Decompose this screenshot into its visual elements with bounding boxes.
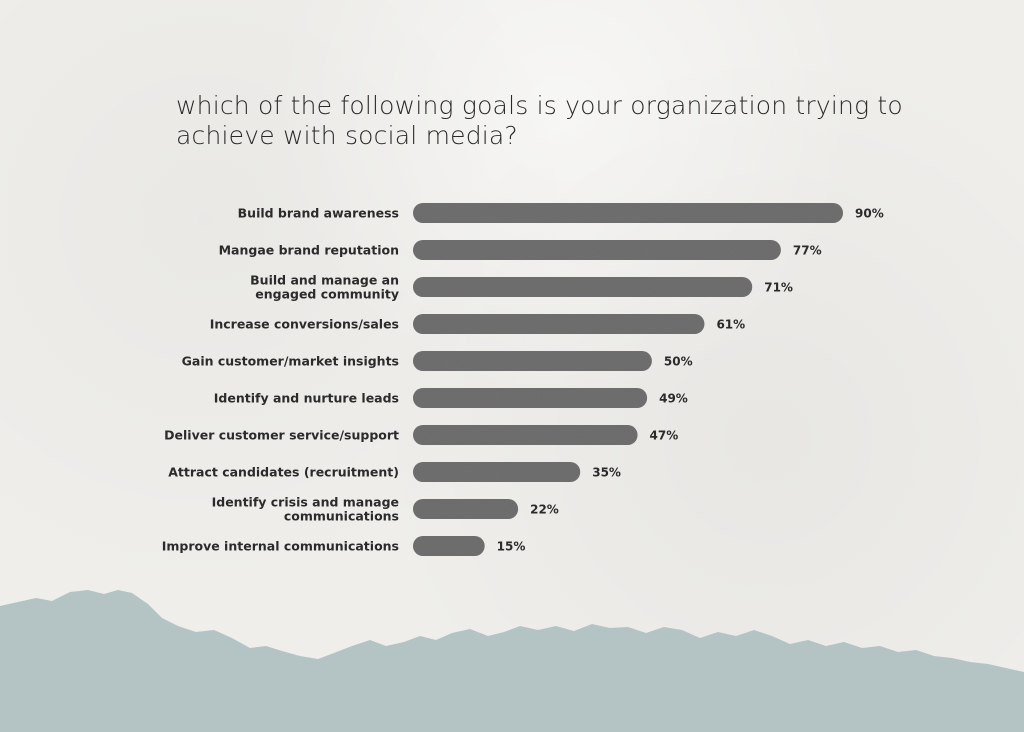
category-label-line: Identify crisis and manage bbox=[212, 495, 399, 510]
bar bbox=[413, 277, 753, 297]
category-labels-group: Build brand awareness Mangae brand reputa… bbox=[162, 206, 399, 554]
category-label-line: Build brand awareness bbox=[238, 206, 399, 221]
value-label: 15% bbox=[497, 540, 526, 554]
bars-group bbox=[413, 203, 843, 556]
category-label-line: Gain customer/market insights bbox=[182, 354, 399, 369]
value-label: 50% bbox=[664, 355, 693, 369]
bar bbox=[413, 240, 781, 260]
category-label-line: Improve internal communications bbox=[162, 539, 399, 554]
category-label: Improve internal communications bbox=[162, 539, 399, 554]
category-label-line: Increase conversions/sales bbox=[210, 317, 399, 332]
category-label-line: Build and manage an bbox=[250, 273, 399, 288]
value-label: 22% bbox=[530, 503, 559, 517]
value-label: 35% bbox=[592, 466, 621, 480]
bar bbox=[413, 314, 705, 334]
bar bbox=[413, 499, 519, 519]
category-label-line: communications bbox=[284, 509, 399, 524]
category-label: Mangae brand reputation bbox=[219, 243, 399, 258]
category-label-line: engaged community bbox=[255, 287, 399, 302]
category-label: Build brand awareness bbox=[238, 206, 399, 221]
category-label: Deliver customer service/support bbox=[164, 428, 399, 443]
category-label: Build and manage an engaged community bbox=[250, 273, 399, 302]
bar bbox=[413, 536, 485, 556]
bar bbox=[413, 388, 648, 408]
category-label: Gain customer/market insights bbox=[182, 354, 399, 369]
value-label: 71% bbox=[764, 281, 793, 295]
value-label: 47% bbox=[650, 429, 679, 443]
chart-title: which of the following goals is your org… bbox=[176, 91, 903, 150]
value-label: 77% bbox=[793, 244, 822, 258]
category-label: Identify crisis and manage communications bbox=[212, 495, 399, 524]
bar bbox=[413, 351, 652, 371]
category-label-line: Mangae brand reputation bbox=[219, 243, 399, 258]
category-label-line: Deliver customer service/support bbox=[164, 428, 399, 443]
category-label: Attract candidates (recruitment) bbox=[168, 465, 399, 480]
category-label-line: Attract candidates (recruitment) bbox=[168, 465, 399, 480]
value-label: 49% bbox=[659, 392, 688, 406]
category-label: Identify and nurture leads bbox=[214, 391, 399, 406]
category-label-line: Identify and nurture leads bbox=[214, 391, 399, 406]
bar bbox=[413, 425, 638, 445]
value-label: 61% bbox=[716, 318, 745, 332]
bar bbox=[413, 203, 843, 223]
bar bbox=[413, 462, 581, 482]
value-labels-group: 90% 77% 71% 61% 50% 49% 47% 35% 22% 15% bbox=[497, 207, 884, 554]
category-label: Increase conversions/sales bbox=[210, 317, 399, 332]
value-label: 90% bbox=[855, 207, 884, 221]
